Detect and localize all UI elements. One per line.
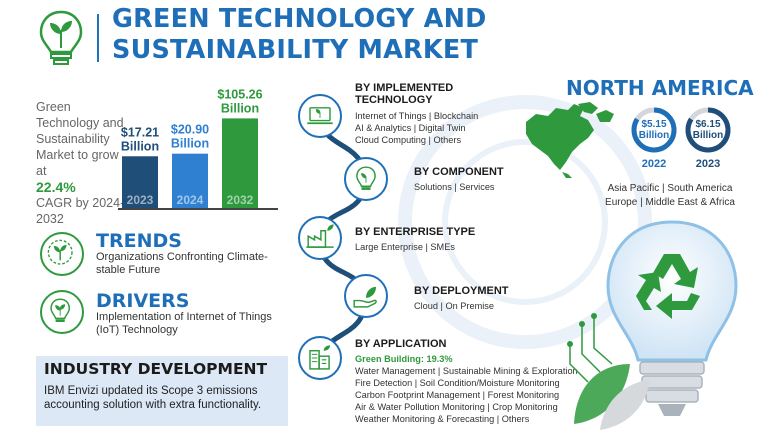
bar-value-label: $17.21 [121, 125, 159, 139]
regions-line: Asia Pacific | South America [607, 183, 733, 194]
segment-items-line: Cloud Computing | Others [355, 135, 462, 145]
bar-2023 [122, 156, 158, 208]
segment-deployment: BY DEPLOYMENT Cloud | On Premise [414, 285, 564, 312]
bar-value-label: $105.26 [217, 87, 262, 101]
title-line-2: SUSTAINABILITY MARKET [112, 35, 479, 65]
trends-text: Organizations Confronting Climate-stable… [96, 251, 268, 276]
hand-leaf-icon [344, 274, 388, 318]
bar-value-label: $20.90 [171, 123, 209, 137]
segment-items-line: Carbon Footprint Management | Forest Mon… [355, 390, 560, 400]
title-line-1: GREEN TECHNOLOGY AND [112, 4, 487, 34]
bar-year-label: 2023 [127, 193, 154, 207]
market-intro: Green Technology and Sustainability Mark… [36, 100, 124, 178]
segment-items-line: Solutions | Services [414, 182, 495, 192]
factory-leaf-icon [298, 216, 342, 260]
donut-2022-unit: Billion [638, 130, 670, 141]
bar-value-label: Billion [221, 101, 259, 115]
page-title: GREEN TECHNOLOGY AND SUSTAINABILITY MARK… [112, 4, 572, 66]
green-building-icon [298, 336, 342, 380]
segment-items-line: Cloud | On Premise [414, 301, 495, 311]
segment-title: BY IMPLEMENTED [355, 82, 454, 94]
header-divider [97, 14, 99, 62]
laptop-eco-icon [298, 94, 342, 138]
segment-items-line: Fire Detection | Soil Condition/Moisture… [355, 378, 560, 388]
industry-development-panel [36, 356, 288, 426]
market-bar-chart: 2023$17.21Billion2024$20.90Billion2032$1… [121, 87, 263, 208]
segment-items-line: Weather Monitoring & Forecasting | Other… [355, 414, 530, 424]
bar-year-label: 2024 [177, 193, 204, 207]
trends-title: TRENDS [96, 230, 182, 252]
drivers-text: Implementation of Internet of Things (Io… [96, 311, 272, 336]
bar-2024 [172, 153, 208, 208]
segment-items-line: Air & Water Pollution Monitoring | Crop … [355, 402, 558, 412]
segment-enterprise-type: BY ENTERPRISE TYPE Large Enterprise | SM… [355, 226, 535, 253]
eco-lightbulb-icon [40, 290, 84, 334]
donut-2023-value: $6.15 Billion [684, 119, 732, 141]
cagr-value: 22.4% [36, 179, 76, 195]
donut-2022-value: $5.15 Billion [630, 119, 678, 141]
donut-2023-ring [685, 107, 731, 153]
segment-items-line: Water Management | Sustainable Mining & … [355, 366, 578, 376]
segment-title-continued: TECHNOLOGY [355, 94, 433, 106]
segment-items-line: Large Enterprise | SMEs [355, 242, 455, 252]
segment-items-line: Internet of Things | Blockchain [355, 111, 479, 121]
drivers-title: DRIVERS [96, 290, 190, 312]
donut-2022-amount: $5.15 [641, 119, 667, 130]
other-regions: Asia Pacific | South America Europe | Mi… [600, 182, 740, 210]
eco-bulb-logo-icon [39, 10, 83, 65]
regions-line: Europe | Middle East & Africa [605, 197, 735, 208]
cagr-suffix: CAGR by 2024-2032 [36, 196, 125, 226]
segment-component: BY COMPONENT Solutions | Services [414, 166, 564, 193]
segment-implemented-technology: BY IMPLEMENTED TECHNOLOGY Internet of Th… [355, 82, 555, 146]
donut-2023-unit: Billion [692, 130, 724, 141]
segment-highlight: Green Building: 19.3% [355, 354, 453, 364]
donut-2023-year: 2023 [695, 158, 721, 170]
bar-value-label: Billion [121, 139, 159, 153]
market-growth-text: Green Technology and Sustainability Mark… [36, 99, 126, 227]
donut-2022-year: 2022 [641, 158, 667, 170]
segment-title: BY COMPONENT [414, 166, 504, 178]
segment-items-line: AI & Analytics | Digital Twin [355, 123, 466, 133]
chart-baseline [118, 208, 278, 210]
north-america-map-icon [526, 102, 614, 178]
bar-2032 [222, 118, 258, 208]
plant-badge-icon [40, 232, 84, 276]
segment-title: BY ENTERPRISE TYPE [355, 226, 476, 238]
donut-2022-ring [631, 107, 677, 153]
donut-2023-amount: $6.15 [695, 119, 721, 130]
industry-development-text: IBM Envizi updated its Scope 3 emissions… [44, 385, 262, 411]
eco-bulb-component-icon [344, 157, 388, 201]
segment-title: BY APPLICATION [355, 338, 447, 350]
segment-title: BY DEPLOYMENT [414, 285, 509, 297]
north-america-title: NORTH AMERICA [566, 76, 754, 100]
recycle-lightbulb-icon [567, 220, 738, 430]
bar-value-label: Billion [171, 137, 209, 151]
industry-development-title: INDUSTRY DEVELOPMENT [44, 360, 268, 378]
segment-application: BY APPLICATION Green Building: 19.3% Wat… [355, 338, 585, 425]
bar-year-label: 2032 [227, 193, 254, 207]
